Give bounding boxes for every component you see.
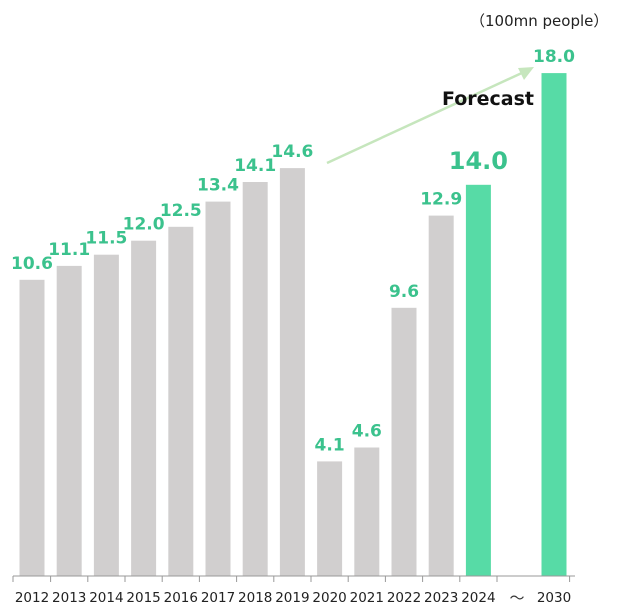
unit-label: （100mn people） [470,12,609,30]
bar-2012 [19,279,45,576]
bar-2030 [541,73,567,576]
value-label-2014: 11.5 [85,229,127,249]
value-label-2015: 12.0 [123,215,165,235]
value-label-2021: 4.6 [352,422,382,442]
bar-2024 [465,184,491,577]
tick-label-2016: 2016 [164,590,198,606]
bar-2016 [168,226,194,577]
value-label-2016: 12.5 [160,201,202,221]
tick-labels-group: 2012 2013 2014 2015 2016 2017 2018 2019 2020 2021… [15,589,571,607]
tick-label-2021: 2021 [350,590,384,606]
tick-label-2022: 2022 [387,590,421,606]
tick-label-2012: 2012 [15,590,49,606]
x-axis [12,575,575,582]
forecast-arrow [326,67,534,165]
bar-2013 [56,265,82,576]
value-label-2020: 4.1 [315,435,345,455]
tick-label-2023: 2023 [424,590,458,606]
value-label-2024: 14.0 [449,147,508,175]
bar-2018 [242,182,268,576]
value-label-2022: 9.6 [389,282,419,302]
tick-label-2013: 2013 [52,590,86,606]
axis-break-label: ～ [509,589,524,607]
value-label-2013: 11.1 [48,240,90,260]
tick-label-2020: 2020 [312,590,346,606]
value-label-2017: 13.4 [197,176,239,196]
forecast-arrow-line [326,70,525,165]
bar-2022 [391,307,417,576]
bar-2017 [205,201,231,576]
tick-label-2014: 2014 [89,590,123,606]
value-label-2030: 18.0 [533,47,575,67]
forecast-arrow-head [518,67,534,80]
value-label-2019: 14.6 [271,142,313,162]
tick-label-2018: 2018 [238,590,272,606]
tick-label-2015: 2015 [126,590,160,606]
bar-2020 [317,461,343,576]
bar-2019 [279,168,305,576]
tick-label-2024: 2024 [461,590,495,606]
bar-2023 [428,215,454,576]
value-label-2012: 10.6 [11,254,53,274]
bar-2021 [354,447,380,576]
value-label-2023: 12.9 [420,190,462,210]
bar-2014 [93,254,119,576]
tick-label-2019: 2019 [275,590,309,606]
tick-label-2030: 2030 [537,590,571,606]
value-label-2018: 14.1 [234,156,276,176]
bar-2015 [131,240,157,576]
tick-label-2017: 2017 [201,590,235,606]
forecast-label: Forecast [442,88,534,110]
bars-group [19,73,567,577]
value-labels-group: 10.611.111.512.012.5 13.414.114.6 4.1 4.6 9.… [11,47,575,455]
